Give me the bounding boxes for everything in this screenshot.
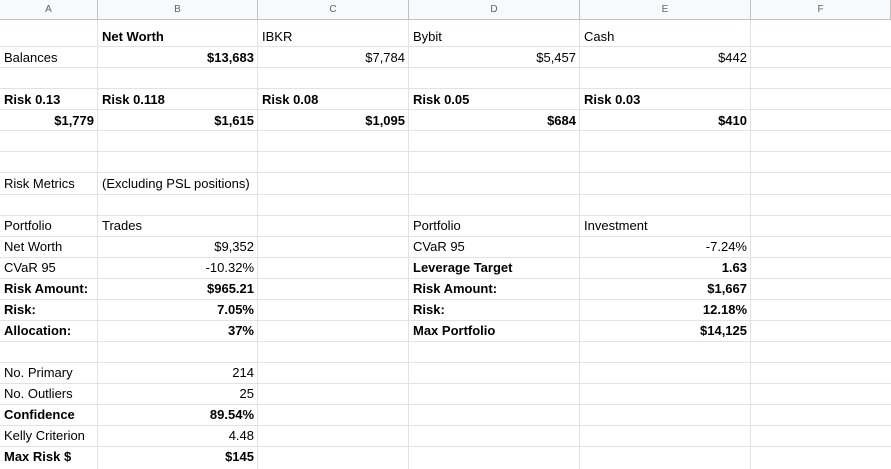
kelly-value[interactable]: 25	[239, 386, 254, 401]
left-metric-value[interactable]: 7.05%	[217, 302, 254, 317]
header-net-worth[interactable]: Net Worth	[102, 29, 164, 44]
left-metric-value[interactable]: -10.32%	[205, 260, 254, 275]
kelly-label[interactable]: No. Primary	[4, 365, 73, 380]
balance-bybit[interactable]: $5,457	[536, 50, 576, 65]
column-header-f[interactable]: F	[751, 0, 891, 20]
grid-line-horizontal	[0, 46, 891, 47]
grid-line-horizontal	[0, 278, 891, 279]
risk-label-a[interactable]: Risk 0.13	[4, 92, 61, 107]
right-metric-value[interactable]: -7.24%	[705, 239, 747, 254]
kelly-value[interactable]: 214	[232, 365, 254, 380]
right-portfolio-header[interactable]: Portfolio	[413, 218, 461, 233]
right-metric-value[interactable]: 1.63	[721, 260, 747, 275]
risk-value-a[interactable]: $1,779	[54, 113, 94, 128]
grid-line-horizontal	[0, 425, 891, 426]
header-bybit[interactable]: Bybit	[413, 29, 442, 44]
grid-line-horizontal	[0, 236, 891, 237]
kelly-label[interactable]: Max Risk $	[4, 449, 72, 464]
left-metric-label[interactable]: CVaR 95	[4, 260, 56, 275]
grid-line-horizontal	[0, 446, 891, 447]
right-investment-header[interactable]: Investment	[584, 218, 648, 233]
grid-line-vertical	[97, 20, 98, 469]
left-metric-label[interactable]: Allocation:	[4, 323, 72, 338]
right-metric-label[interactable]: CVaR 95	[413, 239, 465, 254]
column-header-d[interactable]: D	[409, 0, 580, 20]
kelly-label[interactable]: Kelly Criterion	[4, 428, 85, 443]
left-metric-value[interactable]: $9,352	[214, 239, 254, 254]
right-metric-value[interactable]: 12.18%	[702, 302, 747, 317]
risk-value-c[interactable]: $1,095	[365, 113, 405, 128]
balance-cash[interactable]: $442	[718, 50, 747, 65]
column-header-c[interactable]: C	[258, 0, 409, 20]
right-metric-label[interactable]: Risk Amount:	[413, 281, 498, 296]
balance-ibkr[interactable]: $7,784	[365, 50, 405, 65]
grid-line-horizontal	[0, 215, 891, 216]
grid-line-horizontal	[0, 172, 891, 173]
grid-line-vertical	[750, 20, 751, 469]
kelly-value[interactable]: 89.54%	[209, 407, 254, 422]
risk-value-e[interactable]: $410	[718, 113, 747, 128]
risk-value-d[interactable]: $684	[547, 113, 576, 128]
risk-label-e[interactable]: Risk 0.03	[584, 92, 641, 107]
kelly-label[interactable]: No. Outliers	[4, 386, 73, 401]
balances-label[interactable]: Balances	[4, 50, 58, 65]
grid-line-horizontal	[0, 299, 891, 300]
grid-line-vertical	[257, 20, 258, 469]
balance-net-worth[interactable]: $13,683	[207, 50, 254, 65]
risk-value-b[interactable]: $1,615	[214, 113, 254, 128]
left-metric-label[interactable]: Risk Amount:	[4, 281, 89, 296]
left-trades-header[interactable]: Trades	[102, 218, 142, 233]
risk-label-c[interactable]: Risk 0.08	[262, 92, 319, 107]
grid-line-horizontal	[0, 257, 891, 258]
grid-line-horizontal	[0, 109, 891, 110]
column-header-e[interactable]: E	[580, 0, 751, 20]
left-metric-value[interactable]: $965.21	[207, 281, 254, 296]
grid-line-horizontal	[0, 383, 891, 384]
right-metric-label[interactable]: Leverage Target	[413, 260, 513, 275]
left-metric-label[interactable]: Risk:	[4, 302, 36, 317]
grid-line-horizontal	[0, 320, 891, 321]
risk-label-b[interactable]: Risk 0.118	[102, 92, 165, 107]
kelly-value[interactable]: $145	[225, 449, 254, 464]
left-metric-label[interactable]: Net Worth	[4, 239, 63, 254]
grid-line-horizontal	[0, 151, 891, 152]
right-metric-value[interactable]: $14,125	[700, 323, 747, 338]
right-metric-label[interactable]: Max Portfolio	[413, 323, 496, 338]
right-metric-label[interactable]: Risk:	[413, 302, 445, 317]
grid-line-horizontal	[0, 88, 891, 89]
header-ibkr[interactable]: IBKR	[262, 29, 293, 44]
grid-line-horizontal	[0, 130, 891, 131]
column-header-b[interactable]: B	[98, 0, 258, 20]
left-portfolio-header[interactable]: Portfolio	[4, 218, 52, 233]
grid-line-horizontal	[0, 194, 891, 195]
grid-line-vertical	[579, 20, 580, 469]
grid-line-horizontal	[0, 404, 891, 405]
kelly-label[interactable]: Confidence	[4, 407, 75, 422]
grid-line-vertical	[408, 20, 409, 469]
grid-line-horizontal	[0, 67, 891, 68]
risk-label-d[interactable]: Risk 0.05	[413, 92, 470, 107]
risk-metrics-label[interactable]: Risk Metrics	[4, 176, 75, 191]
header-cash[interactable]: Cash	[584, 29, 615, 44]
grid-line-horizontal	[0, 362, 891, 363]
right-metric-value[interactable]: $1,667	[707, 281, 747, 296]
kelly-value[interactable]: 4.48	[228, 428, 254, 443]
column-header-a[interactable]: A	[0, 0, 98, 20]
left-metric-value[interactable]: 37%	[227, 323, 254, 338]
risk-metrics-note[interactable]: (Excluding PSL positions)	[102, 176, 250, 191]
grid-line-horizontal	[0, 341, 891, 342]
